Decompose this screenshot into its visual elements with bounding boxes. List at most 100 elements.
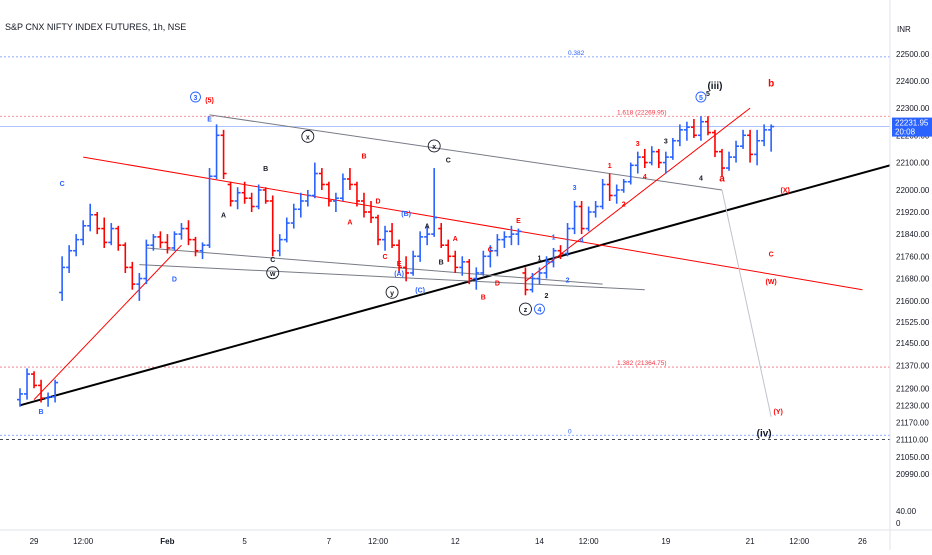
ohlc-bar bbox=[768, 124, 775, 152]
price-tick-label: 21525.00 bbox=[896, 318, 930, 327]
ohlc-bar bbox=[761, 124, 768, 147]
ohlc-bar bbox=[115, 225, 122, 251]
ohlc-bar bbox=[17, 388, 23, 407]
wave-label: 1 bbox=[538, 255, 542, 262]
fib-level-label: 0 bbox=[568, 428, 572, 435]
ohlc-bar bbox=[94, 212, 101, 235]
wave-label: E bbox=[207, 117, 212, 124]
wave-label: C bbox=[769, 251, 774, 258]
price-tick-label: 22400.00 bbox=[896, 77, 930, 86]
bar-countdown: 20:08 bbox=[895, 128, 916, 137]
time-tick-label: 21 bbox=[746, 537, 755, 546]
wave-label: A bbox=[221, 213, 226, 220]
time-tick-label: 29 bbox=[30, 537, 39, 546]
wave-label: 5 bbox=[706, 91, 710, 98]
ohlc-bar bbox=[557, 245, 564, 260]
ohlc-bar bbox=[508, 225, 515, 246]
wave-label: A bbox=[425, 224, 430, 231]
ohlc-bar bbox=[368, 200, 374, 224]
ohlc-bar bbox=[45, 392, 52, 407]
ohlc-bar bbox=[178, 223, 185, 240]
ohlc-bar bbox=[129, 261, 136, 290]
ohlc-bar bbox=[346, 168, 353, 190]
ohlc-bar bbox=[627, 162, 634, 185]
wave-label: B bbox=[263, 166, 268, 173]
ohlc-bar bbox=[550, 247, 557, 268]
ohlc-bar bbox=[599, 179, 606, 210]
fib-level-label: 1.618 (22269.95) bbox=[617, 109, 667, 116]
price-tick-label: 21170.00 bbox=[896, 418, 929, 427]
time-tick-label: 12:00 bbox=[789, 537, 810, 546]
price-tick-label: 21290.00 bbox=[896, 384, 930, 393]
wave-label: x bbox=[306, 134, 310, 141]
ohlc-bar bbox=[655, 148, 662, 169]
wave-label: 3 bbox=[636, 141, 640, 148]
ohlc-bar bbox=[494, 234, 501, 257]
time-tick-label: 12 bbox=[451, 537, 460, 546]
ohlc-bar bbox=[227, 181, 234, 207]
ohlc-bar bbox=[339, 173, 346, 201]
wave-label: 4 bbox=[538, 307, 542, 314]
ohlc-bar bbox=[452, 250, 459, 273]
ohlc-bar bbox=[199, 242, 206, 260]
wave-label: (5) bbox=[205, 98, 214, 105]
ohlc-bar bbox=[382, 225, 389, 251]
ohlc-bar bbox=[262, 187, 269, 204]
wave-circle bbox=[534, 303, 545, 315]
last-price-value: 22231.95 bbox=[895, 119, 929, 128]
ohlc-bar bbox=[185, 220, 192, 246]
wave-label: B bbox=[39, 409, 44, 416]
ohlc-bar bbox=[711, 129, 718, 158]
ohlc-bar bbox=[578, 200, 585, 235]
time-tick-label: 12:00 bbox=[368, 537, 389, 546]
wave-label: (B) bbox=[401, 211, 411, 218]
price-tick-label: 22500.00 bbox=[896, 50, 930, 59]
wave-label: B bbox=[439, 260, 444, 267]
ohlc-bar bbox=[662, 151, 669, 174]
ohlc-bar bbox=[445, 239, 452, 262]
left-channel-upper bbox=[83, 156, 863, 291]
price-tick-label: 21230.00 bbox=[896, 401, 930, 410]
wave-label: w bbox=[269, 271, 276, 278]
wave-label: D bbox=[495, 281, 500, 288]
ohlc-bar bbox=[571, 200, 578, 235]
wave-label: b bbox=[768, 78, 774, 89]
price-tick-label: 21920.00 bbox=[896, 208, 930, 217]
ohlc-bar bbox=[431, 168, 438, 237]
wave-circle bbox=[190, 91, 201, 103]
wave-label: (Y) bbox=[773, 409, 782, 416]
impulse-channel bbox=[525, 107, 751, 282]
wave-label: 4 bbox=[643, 174, 647, 181]
wave-label: C bbox=[60, 181, 65, 188]
ohlc-bar bbox=[410, 250, 417, 276]
ohlc-bar bbox=[403, 256, 410, 282]
ohlc-bar bbox=[283, 217, 290, 243]
ohlc-bar bbox=[157, 231, 164, 248]
ohlc-bar bbox=[585, 206, 592, 232]
wave-label: 2 bbox=[545, 293, 549, 300]
ohlc-bar bbox=[360, 192, 367, 218]
wave-label: 2 bbox=[566, 278, 570, 285]
wave-circle bbox=[695, 91, 707, 103]
wave-label: 1 bbox=[552, 235, 556, 242]
ohlc-bar bbox=[52, 379, 59, 403]
wave-label: C bbox=[383, 254, 388, 261]
ohlc-bar bbox=[417, 231, 424, 262]
wave-circle bbox=[518, 302, 532, 316]
ohlc-bar bbox=[24, 368, 31, 400]
price-tick-label: 21600.00 bbox=[896, 297, 930, 306]
ohlc-bar bbox=[38, 379, 45, 403]
time-tick-label: Feb bbox=[160, 537, 174, 546]
ohlc-bar bbox=[529, 272, 536, 293]
ohlc-bar bbox=[487, 245, 494, 268]
price-tick-label: 21840.00 bbox=[896, 230, 930, 239]
ohlc-bar bbox=[192, 236, 199, 257]
wave-label: E bbox=[516, 218, 521, 225]
ohlc-bar bbox=[255, 184, 262, 210]
time-tick-label: 26 bbox=[858, 537, 867, 546]
wave-label: C bbox=[270, 257, 275, 264]
ohlc-bar bbox=[501, 231, 508, 248]
ohlc-bar bbox=[290, 203, 297, 229]
